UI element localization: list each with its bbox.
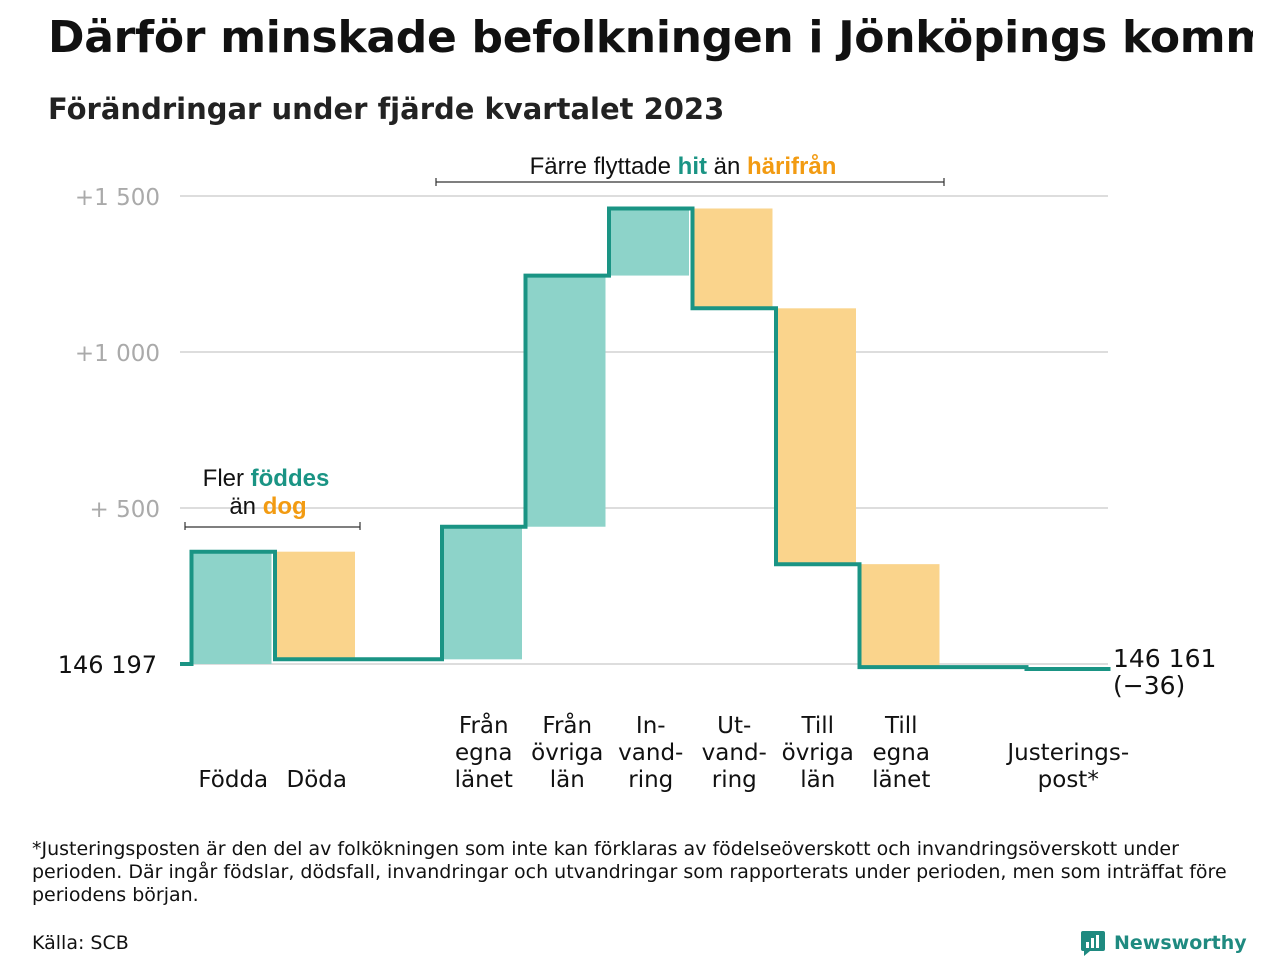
annotation-text: än <box>229 493 262 520</box>
bar-chart-icon <box>1081 931 1105 956</box>
source-label: Källa: SCB <box>32 932 129 954</box>
y-tick-label: +1 000 <box>75 341 160 367</box>
bar-tillövrigalän <box>776 308 856 565</box>
footnote: *Justeringsposten är den del av folkökni… <box>32 838 1227 906</box>
x-tick-label: Från <box>459 711 509 739</box>
annotation-births-line2: än dog <box>229 493 306 520</box>
x-tick-label: egna <box>455 740 512 766</box>
bar-invandring <box>609 208 689 276</box>
annotation-emphasis: härifrån <box>747 153 836 180</box>
bar-döda <box>275 551 355 660</box>
x-tick-label: län <box>550 767 585 793</box>
chart-title: Därför minskade befolkningen i Jönköping… <box>48 12 1253 63</box>
x-tick-label: länet <box>455 767 513 793</box>
bar-frånegnalänet <box>442 526 522 660</box>
x-tick-label: övriga <box>531 740 603 766</box>
bar-utvandring <box>692 208 773 309</box>
bracket-moves <box>435 178 945 186</box>
annotation-births-line1: Fler föddes <box>203 465 330 492</box>
x-tick-label: Från <box>542 711 592 739</box>
x-tick-label: ring <box>712 767 757 793</box>
brand-logo[interactable]: Newsworthy <box>1080 929 1247 957</box>
x-tick-label: post* <box>1038 767 1099 793</box>
x-tick-label: ring <box>628 767 673 793</box>
x-tick-label: Till <box>800 713 834 739</box>
x-tick-label: län <box>800 767 835 793</box>
x-tick-label: länet <box>872 767 930 793</box>
chart-subtitle: Förändringar under fjärde kvartalet 2023 <box>48 92 725 126</box>
end-change-label: (−36) <box>1113 671 1185 700</box>
x-tick-label: Födda <box>198 767 268 793</box>
annotation-text: Färre flyttade <box>530 153 678 180</box>
x-tick-label: vand- <box>618 740 683 766</box>
brand-name: Newsworthy <box>1114 932 1247 954</box>
y-tick-label: +1 500 <box>75 185 160 211</box>
end-value-label: 146 161 <box>1113 644 1216 673</box>
x-tick-label: Döda <box>287 767 347 793</box>
bracket-births <box>184 522 361 530</box>
y-tick-label: 146 197 <box>58 651 157 679</box>
x-tick-label: Ut- <box>717 713 751 739</box>
x-tick-label: Justerings- <box>1005 740 1129 766</box>
cumulative-step-line <box>180 206 1111 671</box>
bar-tillegnalänet <box>859 564 940 668</box>
x-tick-label: vand- <box>702 740 767 766</box>
x-tick-label: egna <box>873 740 930 766</box>
annotation-emphasis: föddes <box>251 465 330 492</box>
x-tick-label: övriga <box>782 740 854 766</box>
annotation-emphasis: dog <box>263 493 307 520</box>
annotation-text: än <box>707 153 747 180</box>
x-tick-label: In- <box>636 713 666 739</box>
x-tick-label: Till <box>884 713 918 739</box>
bar-frånövrigalän <box>525 275 606 527</box>
annotation-text: Fler <box>203 465 251 492</box>
y-tick-label: + 500 <box>90 497 160 523</box>
bar-födda <box>191 551 272 664</box>
annotation-emphasis: hit <box>678 153 707 180</box>
annotation-moves: Färre flyttade hit än härifrån <box>530 153 837 180</box>
